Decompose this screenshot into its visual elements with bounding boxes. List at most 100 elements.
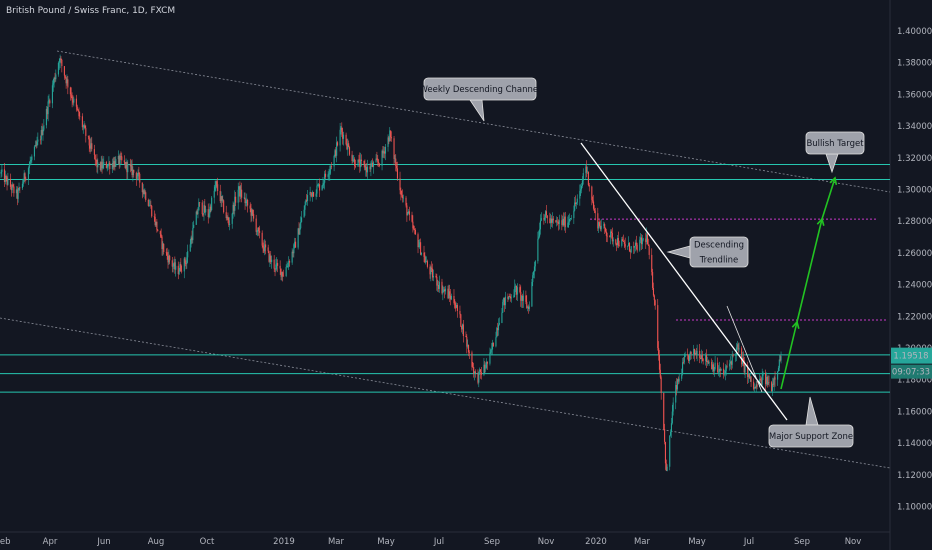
candle-body: [635, 242, 637, 245]
candle-body: [676, 379, 678, 390]
candle-body: [4, 175, 6, 182]
candle-body: [256, 231, 258, 232]
candle-body: [456, 304, 458, 311]
candle-body: [501, 312, 503, 323]
candle-body: [760, 379, 762, 385]
candle-body: [121, 156, 123, 161]
candle-body: [165, 251, 167, 253]
candle-body: [22, 181, 24, 184]
candle-body: [293, 244, 295, 254]
candle-body: [574, 202, 576, 211]
candle-body: [318, 184, 320, 186]
candle-body: [155, 221, 157, 226]
candle-body: [107, 164, 109, 168]
candle-body: [394, 158, 396, 160]
candle-body: [593, 208, 595, 211]
candle-body: [323, 182, 325, 184]
candle-body: [381, 150, 383, 166]
candle-body: [297, 228, 299, 248]
candle-body: [670, 431, 672, 436]
candle-body: [540, 218, 542, 221]
candle-body: [147, 199, 149, 206]
candle-body: [229, 223, 231, 226]
candle-body: [408, 211, 410, 215]
candle-body: [435, 275, 437, 278]
candle-body: [63, 66, 65, 76]
candle-body: [467, 344, 470, 353]
candle-body: [702, 359, 704, 361]
candle-body: [153, 216, 155, 218]
candle-body: [166, 252, 168, 256]
candle-body: [461, 324, 464, 330]
candle-body: [174, 262, 176, 270]
candle-body: [280, 268, 282, 277]
candle-body: [108, 162, 110, 165]
candle-body: [520, 291, 522, 301]
candle-body: [654, 300, 656, 306]
candle-body: [40, 130, 42, 140]
candle-body: [238, 186, 240, 190]
candle-body: [214, 186, 216, 191]
candle-body: [562, 218, 564, 225]
candle-body: [568, 221, 570, 223]
candle-body: [681, 374, 683, 379]
candle-body: [707, 360, 709, 364]
candle-body: [634, 245, 636, 248]
candle-body: [390, 137, 393, 139]
candle-body: [513, 295, 515, 298]
candle-body: [455, 304, 458, 308]
candle-body: [406, 205, 408, 216]
candle-body: [738, 348, 740, 350]
candle-body: [21, 183, 23, 189]
candle-body: [171, 260, 173, 267]
candle-body: [145, 192, 147, 200]
candle-body: [450, 295, 452, 300]
candle-body: [531, 281, 533, 307]
candle-body: [376, 158, 378, 160]
candle-body: [527, 306, 530, 309]
candle-body: [271, 259, 273, 263]
candle-body: [718, 368, 720, 372]
candle-body: [159, 231, 161, 235]
candle-body: [642, 238, 644, 240]
candle-body: [318, 184, 321, 191]
candle-body: [521, 295, 523, 301]
candle-body: [126, 162, 128, 173]
candle-body: [558, 220, 560, 224]
candle-body: [384, 146, 387, 154]
candle-body: [309, 192, 311, 196]
candle-body: [342, 131, 344, 139]
candle-body: [604, 228, 607, 232]
candle-body: [407, 213, 409, 216]
candle-body: [732, 354, 734, 356]
candle-body: [486, 361, 488, 364]
candle-body: [780, 356, 782, 361]
candle-body: [561, 220, 563, 225]
candle-body: [778, 359, 780, 368]
candle-body: [543, 218, 545, 220]
candle-body: [106, 167, 108, 169]
channel-callout-text: Weekly Descending Channel: [419, 85, 540, 95]
candle-body: [253, 214, 255, 219]
candle-body: [273, 259, 275, 269]
candle-body: [33, 146, 35, 157]
candle-body: [31, 156, 33, 160]
candle-body: [299, 228, 301, 235]
candle-body: [177, 265, 179, 275]
candle-body: [479, 369, 481, 372]
candle-body: [455, 307, 457, 309]
candle-body: [695, 352, 697, 355]
candle-body: [657, 305, 659, 348]
candle-body: [211, 197, 213, 211]
candle-body: [141, 182, 143, 193]
trendline-callout-text: Descending: [694, 241, 744, 251]
candle-body: [203, 205, 205, 215]
candle-body: [298, 228, 300, 235]
candle-body: [504, 296, 506, 306]
candle-body: [192, 227, 194, 241]
candle-body: [265, 244, 267, 248]
candle-body: [700, 357, 702, 359]
candle-body: [283, 275, 285, 277]
candle-body: [690, 351, 692, 355]
